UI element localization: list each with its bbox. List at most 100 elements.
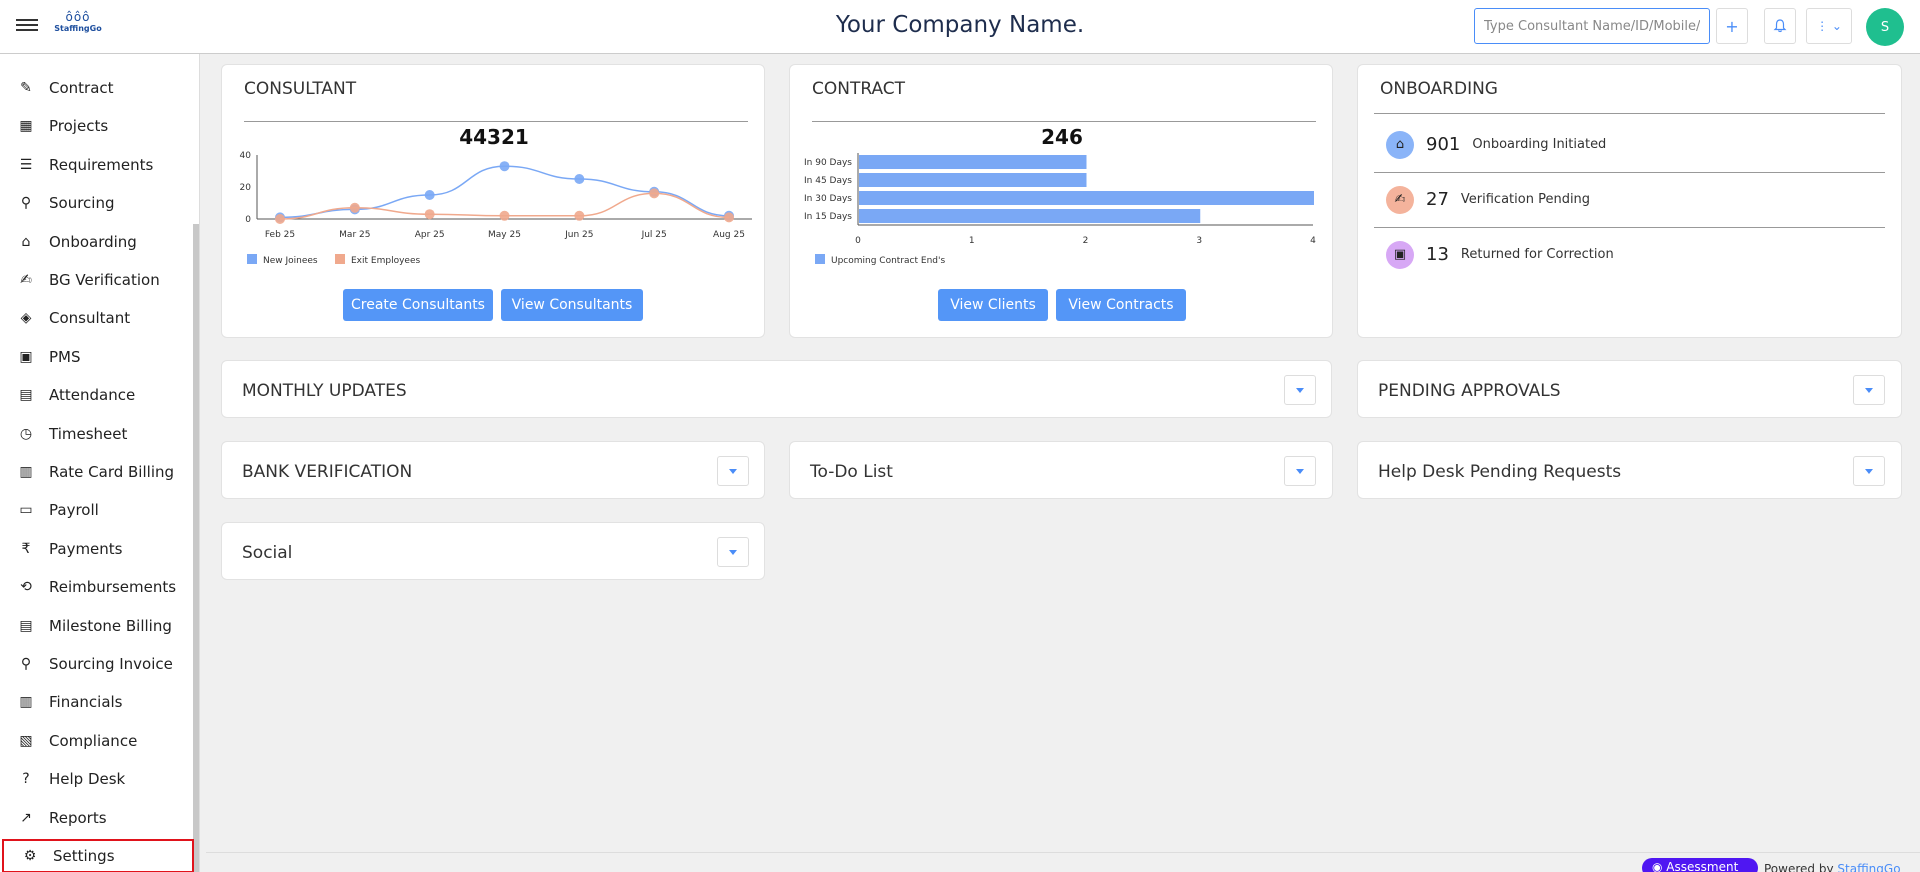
sidebar-item-contract[interactable]: ✎ Contract xyxy=(0,71,194,105)
chevron-down-icon xyxy=(1296,468,1304,474)
consultant-line-chart: 0 20 40 Feb 25 Mar 25 Apr 25 May 25 Jun 25 Jul 2… xyxy=(240,151,752,266)
sidebar-item-timesheet[interactable]: ◷ Timesheet xyxy=(0,417,194,451)
sidebar-item-sourcing[interactable]: ⚲ Sourcing xyxy=(0,186,194,220)
sidebar-item-reports[interactable]: ↗ Reports xyxy=(0,801,194,835)
sidebar-item-label: Sourcing Invoice xyxy=(49,655,173,673)
search-input[interactable] xyxy=(1474,8,1710,44)
assessment-button[interactable]: ◉ Assessment xyxy=(1642,858,1758,872)
add-button[interactable]: + xyxy=(1716,8,1748,44)
bar[interactable] xyxy=(859,155,1087,169)
view-consultants-button[interactable]: View Consultants xyxy=(501,289,643,321)
onboarding-row[interactable]: ✍ 27 Verification Pending xyxy=(1374,172,1885,227)
monthly-updates-panel: MONTHLY UPDATES xyxy=(221,360,1332,418)
sidebar-item-requirements[interactable]: ☰ Requirements xyxy=(0,148,194,182)
grid-icon: ▦ xyxy=(19,118,33,135)
onboarding-card: ONBOARDING ⌂ 901 Onboarding Initiated ✍ 27 Ve… xyxy=(1357,64,1902,338)
sidebar-item-sourcing-invoice[interactable]: ⚲ Sourcing Invoice xyxy=(0,647,194,681)
logo[interactable]: ôôô StaffingGo xyxy=(52,10,104,44)
help-desk-toggle[interactable] xyxy=(1853,456,1885,486)
data-point[interactable] xyxy=(424,190,435,200)
sidebar-item-milestone-billing[interactable]: ▤ Milestone Billing xyxy=(0,609,194,643)
sidebar-item-label: Rate Card Billing xyxy=(49,463,175,481)
data-point[interactable] xyxy=(499,161,510,172)
x-tick-label: Feb 25 xyxy=(265,230,295,240)
pending-approvals-toggle[interactable] xyxy=(1853,375,1885,405)
sidebar-item-label: Financials xyxy=(49,693,123,712)
powered-link[interactable]: StaffingGo xyxy=(1837,862,1901,872)
data-point[interactable] xyxy=(424,209,435,220)
clock-icon: ◷ xyxy=(19,425,33,442)
data-point[interactable] xyxy=(275,214,285,224)
sidebar-item-reimbursements[interactable]: ⟲ Reimbursements xyxy=(0,570,194,604)
data-point[interactable] xyxy=(574,174,585,184)
create-consultants-button[interactable]: Create Consultants xyxy=(343,289,493,321)
sidebar-item-consultant[interactable]: ◈ Consultant xyxy=(0,301,194,335)
sidebar-item-onboarding[interactable]: ⌂ Onboarding xyxy=(0,225,194,259)
sidebar-item-label: Contract xyxy=(49,79,114,97)
todo-list-toggle[interactable] xyxy=(1284,456,1316,486)
contract-total: 246 xyxy=(1041,125,1083,149)
refund-icon: ⟲ xyxy=(20,579,32,596)
sidebar-item-label: Projects xyxy=(49,117,109,136)
contract-icon: ✎ xyxy=(20,80,32,96)
sidebar-item-label: Requirements xyxy=(49,155,154,174)
bar[interactable] xyxy=(859,209,1201,223)
sidebar-item-compliance[interactable]: ▧ Compliance xyxy=(0,724,194,758)
panel-title: Help Desk Pending Requests xyxy=(1378,462,1622,482)
sidebar-item-label: Payments xyxy=(49,539,123,558)
bank-verification-toggle[interactable] xyxy=(717,456,749,486)
notifications-button[interactable] xyxy=(1764,8,1796,44)
chevron-down-icon xyxy=(1865,387,1873,393)
view-clients-button[interactable]: View Clients xyxy=(938,289,1048,321)
data-point[interactable] xyxy=(349,202,360,213)
bar[interactable] xyxy=(859,173,1087,187)
onboarding-row[interactable]: ▣ 13 Returned for Correction xyxy=(1374,227,1885,282)
panel-title: BANK VERIFICATION xyxy=(242,462,413,482)
sidebar-item-payroll[interactable]: ▭ Payroll xyxy=(0,493,194,527)
sidebar-item-label: Compliance xyxy=(49,731,138,750)
onboarding-row[interactable]: ⌂ 901 Onboarding Initiated xyxy=(1374,117,1885,172)
sidebar-item-pms[interactable]: ▣ PMS xyxy=(0,340,194,374)
more-options-button[interactable]: ⋮ ⌄ xyxy=(1806,8,1852,44)
data-point[interactable] xyxy=(649,188,660,199)
onboarding-icon: ⌂ xyxy=(21,233,31,250)
receipt-icon: ▤ xyxy=(19,617,33,634)
chevron-down-icon xyxy=(729,468,737,474)
data-point[interactable] xyxy=(499,210,510,221)
sidebar-item-help-desk[interactable]: ? Help Desk xyxy=(0,762,194,796)
dashboard-main: CONSULTANT 44321 0 20 40 Feb 25 Mar 25 Apr 25… xyxy=(206,54,1920,872)
sidebar-item-attendance[interactable]: ▤ Attendance xyxy=(0,378,194,412)
x-tick-label: 4 xyxy=(1310,236,1316,246)
bar[interactable] xyxy=(859,191,1314,205)
y-tick-label: In 90 Days xyxy=(804,158,852,168)
data-point[interactable] xyxy=(724,212,734,223)
y-tick-label: In 15 Days xyxy=(804,212,852,222)
onboarding-icon: ⌂ xyxy=(1386,130,1414,159)
card-title: CONSULTANT xyxy=(244,79,357,99)
signature-icon: ✍ xyxy=(20,272,32,288)
gear-icon: ⚙ xyxy=(23,848,37,864)
sidebar-scrollbar[interactable] xyxy=(193,224,199,872)
data-point[interactable] xyxy=(574,210,585,221)
view-contracts-button[interactable]: View Contracts xyxy=(1056,289,1186,321)
sidebar-item-rate-card-billing[interactable]: ▥ Rate Card Billing xyxy=(0,455,194,489)
menu-icon[interactable] xyxy=(16,16,38,36)
sidebar-item-label: Payroll xyxy=(49,501,99,520)
monthly-updates-toggle[interactable] xyxy=(1284,375,1316,405)
sidebar-item-financials[interactable]: ▥ Financials xyxy=(0,685,194,719)
sidebar-item-bg-verification[interactable]: ✍ BG Verification xyxy=(0,263,194,297)
x-tick-label: Jul 25 xyxy=(641,230,667,240)
sidebar: ✎ Contract ▦ Projects ☰ Requirements ⚲ Sourcing… xyxy=(0,54,200,872)
sidebar-item-label: Onboarding xyxy=(49,232,137,251)
assist-label: Assessment xyxy=(1666,860,1739,872)
sidebar-item-projects[interactable]: ▦ Projects xyxy=(0,109,194,143)
pending-approvals-panel: PENDING APPROVALS xyxy=(1357,360,1902,418)
avatar[interactable]: S xyxy=(1866,8,1904,46)
onboarding-count: 27 xyxy=(1426,189,1449,210)
sidebar-item-settings[interactable]: ⚙ Settings xyxy=(2,839,194,872)
social-toggle[interactable] xyxy=(717,537,749,567)
sidebar-item-label: Settings xyxy=(53,847,115,865)
panel-title: Social xyxy=(242,543,293,563)
sidebar-item-label: PMS xyxy=(49,347,81,366)
sidebar-item-payments[interactable]: ₹ Payments xyxy=(0,532,194,566)
